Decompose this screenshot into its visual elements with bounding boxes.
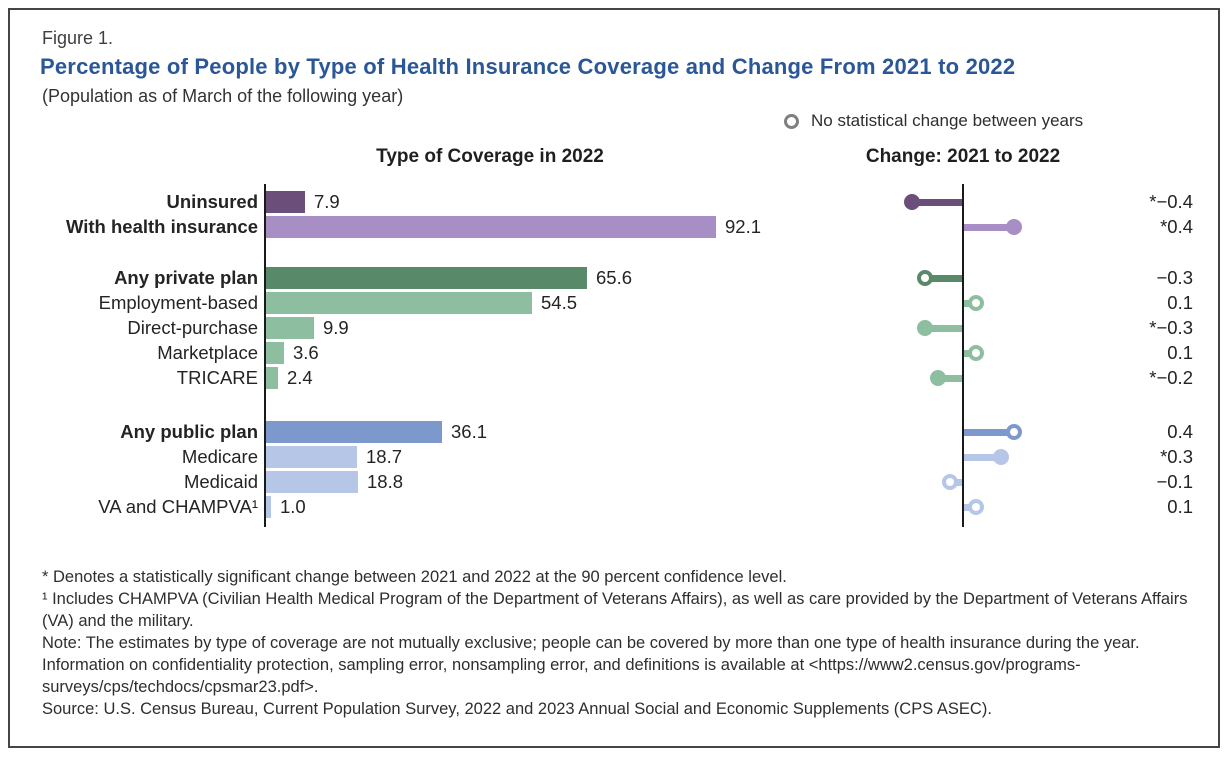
figure-subtitle: (Population as of March of the following…: [42, 86, 404, 106]
change-dot-filled: [929, 370, 946, 386]
bar: [266, 367, 278, 389]
change-stem: [963, 223, 1014, 231]
bar-value-label: 65.6: [596, 267, 633, 288]
change-dot-filled: [904, 194, 921, 210]
bar-value-label: 54.5: [541, 292, 578, 313]
footnotes: * Denotes a statistically significant ch…: [42, 566, 1188, 720]
footnote-significance: * Denotes a statistically significant ch…: [42, 568, 787, 586]
bar: [266, 267, 587, 289]
row-label: Employment-based: [98, 292, 258, 313]
bar-value-label: 3.6: [293, 342, 319, 363]
change-value-label: −0.3: [1156, 267, 1193, 288]
change-dot-open: [967, 295, 984, 311]
change-stem: [963, 453, 1002, 461]
right-chart-title: Change: 2021 to 2022: [865, 146, 1061, 167]
row-label: With health insurance: [65, 216, 258, 237]
row-label: VA and CHAMPVA¹: [98, 496, 258, 517]
left-axis-line: [264, 184, 266, 527]
change-value-label: *−0.4: [1149, 191, 1193, 212]
bar-value-label: 18.8: [367, 471, 404, 492]
legend: No statistical change between years: [784, 110, 1083, 132]
change-value-label: 0.4: [1167, 421, 1193, 442]
change-value-label: *0.3: [1160, 446, 1193, 467]
change-value-label: *−0.3: [1149, 317, 1193, 338]
row-label: Any private plan: [114, 267, 258, 288]
change-dot-open: [967, 345, 984, 361]
row-label: Direct-purchase: [127, 317, 258, 338]
change-value-label: 0.1: [1167, 496, 1193, 517]
change-stem: [963, 428, 1014, 436]
bar: [266, 191, 305, 213]
bar-value-label: 9.9: [323, 317, 349, 338]
bar-value-label: 2.4: [287, 367, 313, 388]
row-label: Uninsured: [166, 191, 258, 212]
change-value-label: 0.1: [1167, 342, 1193, 363]
bar-value-label: 92.1: [725, 216, 762, 237]
row-label: Medicaid: [183, 471, 258, 492]
row-label: TRICARE: [176, 367, 258, 388]
footnote-champva: ¹ Includes CHAMPVA (Civilian Health Medi…: [42, 590, 1188, 630]
left-chart-title: Type of Coverage in 2022: [376, 146, 604, 167]
change-value-label: *−0.2: [1149, 367, 1193, 388]
right-axis-line: [962, 184, 964, 527]
bar-value-label: 7.9: [314, 191, 340, 212]
bar: [266, 317, 314, 339]
bar: [266, 471, 358, 493]
row-label: Any public plan: [120, 421, 258, 442]
bar-value-label: 18.7: [366, 446, 403, 467]
figure-number: Figure 1.: [42, 28, 114, 48]
change-stem: [912, 198, 963, 206]
change-dot-filled: [916, 320, 933, 336]
bar: [266, 496, 271, 518]
change-dot-open: [942, 474, 959, 490]
change-dot-open: [967, 499, 984, 515]
bar: [266, 446, 357, 468]
change-dot-open: [1005, 424, 1022, 440]
bar-value-label: 1.0: [280, 496, 306, 517]
footnote-source: Source: U.S. Census Bureau, Current Popu…: [42, 700, 992, 718]
figure-border: [8, 8, 1220, 748]
bar: [266, 421, 442, 443]
change-dot-filled: [993, 449, 1010, 465]
change-dot-open: [916, 270, 933, 286]
footnote-note: Note: The estimates by type of coverage …: [42, 634, 1140, 696]
change-stem: [924, 324, 963, 332]
change-value-label: *0.4: [1160, 216, 1193, 237]
open-circle-icon: [784, 113, 799, 129]
change-dot-filled: [1005, 219, 1022, 235]
change-stem: [937, 374, 963, 382]
change-value-label: −0.1: [1156, 471, 1193, 492]
row-label: Medicare: [181, 446, 258, 467]
change-value-label: 0.1: [1167, 292, 1193, 313]
legend-label: No statistical change between years: [811, 111, 1084, 130]
bar: [266, 342, 284, 364]
row-label: Marketplace: [157, 342, 258, 363]
bar-value-label: 36.1: [451, 421, 488, 442]
change-stem: [924, 274, 963, 282]
bar: [266, 216, 716, 238]
bar: [266, 292, 532, 314]
figure-title: Percentage of People by Type of Health I…: [40, 54, 1016, 79]
